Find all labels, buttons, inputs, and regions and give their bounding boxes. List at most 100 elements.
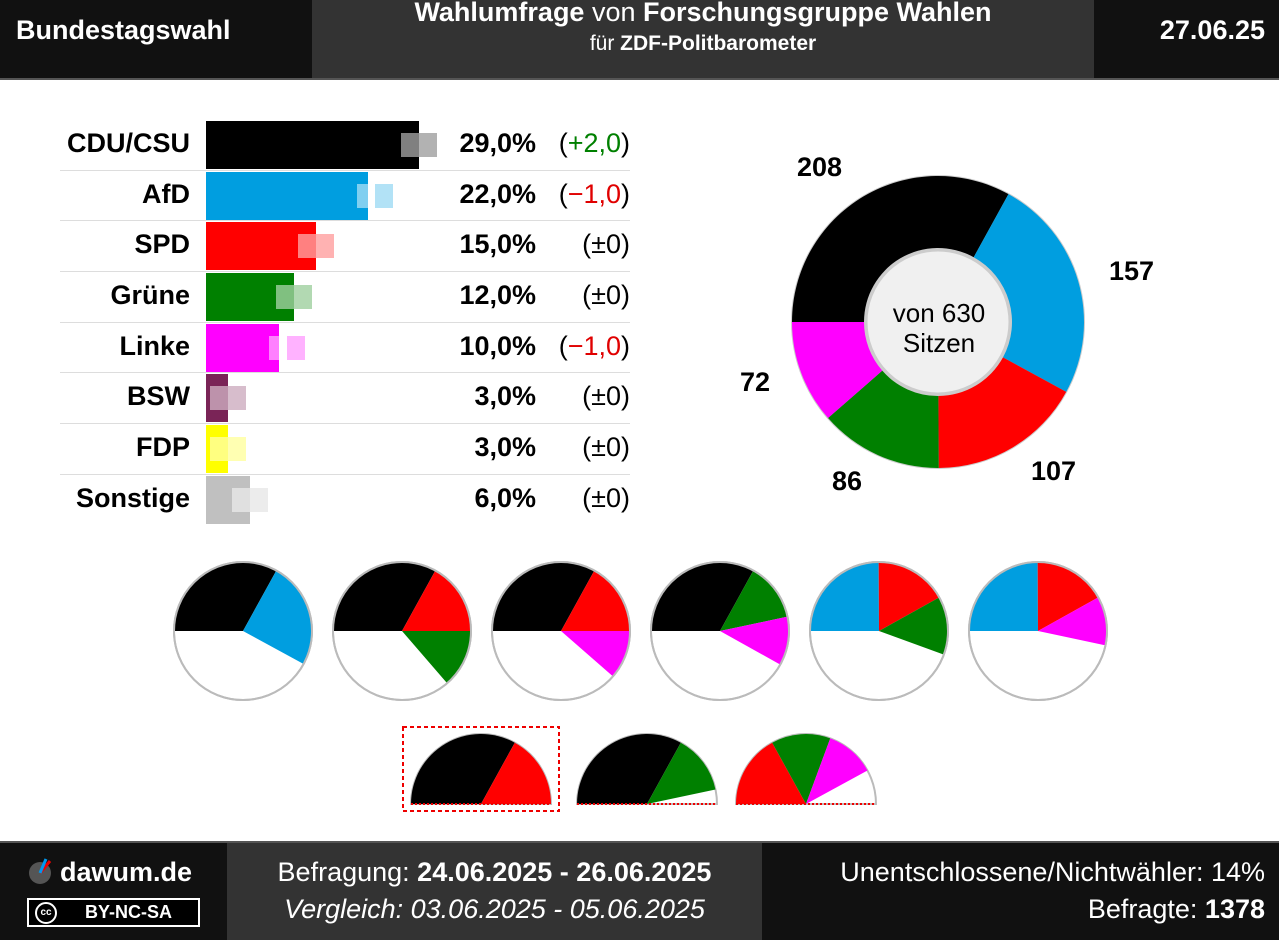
value-label: 3,0%: [474, 381, 536, 412]
coalition-slice: [647, 742, 716, 804]
seat-label-cdu: 208: [797, 152, 843, 182]
survey-period: Befragung: 24.06.2025 - 26.06.2025 Vergl…: [227, 843, 762, 940]
subtitle-prefix: für: [589, 32, 615, 55]
previous-value-marker: [286, 335, 305, 360]
poll-title-line: Wahlumfrage von Forschungsgruppe Wahlen: [312, 0, 1094, 28]
coalition-slice: [810, 562, 879, 631]
poll-label: Wahlumfrage: [414, 0, 585, 27]
coalition-slice: [492, 562, 595, 631]
survey-stats: Unentschlossene/Nichtwähler: 14% Befragt…: [762, 843, 1279, 940]
client-name: ZDF-Politbarometer: [620, 32, 817, 55]
previous-value-marker: [210, 437, 229, 462]
value-label: 15,0%: [459, 229, 536, 260]
respondents-count: 1378: [1204, 894, 1265, 924]
bar: [206, 171, 368, 220]
coalition-slice: [402, 631, 471, 684]
previous-value-marker: [276, 285, 295, 310]
dawum-logo-icon: [29, 858, 52, 884]
license-badge[interactable]: cc BY-NC-SA: [27, 898, 200, 927]
coalition-slice: [720, 570, 788, 631]
coalition-slice: [411, 734, 515, 804]
value-label: 6,0%: [474, 482, 536, 513]
coalition-slice: [736, 742, 806, 804]
coalition-pie: [650, 561, 790, 701]
survey-line: Befragung: 24.06.2025 - 26.06.2025: [227, 857, 762, 888]
party-label: CDU/CSU: [66, 128, 190, 158]
coalition-pie: [332, 561, 472, 701]
change-label: (±0): [582, 280, 630, 311]
coalition-slice: [333, 562, 436, 631]
poll-subtitle: für ZDF-Politbarometer: [312, 32, 1094, 56]
coalition-slice: [806, 738, 868, 804]
license-text: BY-NC-SA: [85, 902, 173, 922]
respondents-label: Befragte:: [1087, 894, 1198, 924]
coalition-halfpie: [402, 726, 560, 812]
value-label: 3,0%: [474, 432, 536, 463]
previous-value-marker: [228, 386, 247, 411]
bar-row: FDP 3,0% (±0): [60, 424, 630, 475]
coalition-slice: [1038, 597, 1107, 646]
site-logo[interactable]: dawum.de: [28, 857, 192, 888]
coalition-halfpie: [575, 733, 719, 805]
coalition-pie: [968, 561, 1108, 701]
party-label: Sonstige: [75, 482, 190, 513]
previous-value-marker: [232, 487, 251, 512]
value-label: 22,0%: [459, 178, 536, 209]
change-label: (±0): [582, 432, 630, 463]
coalition-slice: [481, 742, 551, 804]
site-name: dawum.de: [60, 857, 193, 887]
seat-label-afd: 157: [1109, 256, 1155, 286]
party-label: Grüne: [110, 280, 190, 311]
coalition-pie: [809, 561, 949, 701]
previous-value-marker: [419, 133, 437, 157]
party-label: BSW: [127, 381, 190, 412]
compare-period: Vergleich: 03.06.2025 - 05.06.2025: [284, 894, 705, 924]
value-label: 10,0%: [459, 330, 536, 361]
bar-row: SPD 15,0% (±0): [60, 221, 630, 273]
change-label: (−1,0): [558, 330, 630, 361]
header: Bundestagswahl Wahlumfrage von Forschung…: [0, 0, 1279, 80]
coalition-slice: [772, 734, 831, 804]
coalition-slice: [243, 570, 312, 664]
bar: [206, 121, 419, 169]
seat-label-spd: 107: [1031, 456, 1077, 486]
coalition-pie: [173, 561, 313, 701]
bar-row: CDU/CSU 29,0% (+2,0): [60, 120, 630, 171]
majority-highlight: [402, 726, 560, 812]
change-label: (−1,0): [558, 178, 630, 209]
previous-value-marker: [294, 285, 313, 310]
donut-slice: [792, 175, 1009, 322]
bar-row: BSW 3,0% (±0): [60, 373, 630, 425]
previous-value-marker: [268, 335, 287, 360]
bar-row: Linke 10,0% (−1,0): [60, 323, 630, 374]
bar-row: AfD 22,0% (−1,0): [60, 171, 630, 222]
party-label: Linke: [119, 330, 190, 361]
previous-value-marker: [210, 386, 229, 411]
change-label: (+2,0): [558, 128, 630, 158]
coalition-pie: [491, 561, 631, 701]
footer: dawum.de cc BY-NC-SA Befragung: 24.06.20…: [0, 841, 1279, 940]
survey-label: Befragung:: [277, 857, 410, 887]
seat-label-gruene: 86: [832, 466, 863, 496]
bar-row: Grüne 12,0% (±0): [60, 272, 630, 323]
previous-value-marker: [356, 183, 375, 208]
donut-slice: [792, 322, 883, 419]
poll-title: Wahlumfrage von Forschungsgruppe Wahlen …: [312, 0, 1094, 78]
coalition-halfpie: [734, 733, 878, 805]
party-label: SPD: [134, 229, 190, 260]
poll-date: 27.06.25: [1094, 0, 1279, 78]
bar: [206, 222, 317, 271]
donut-slice: [828, 370, 939, 469]
footer-brand: dawum.de cc BY-NC-SA: [0, 843, 227, 940]
previous-value-marker: [316, 234, 335, 259]
party-label: AfD: [142, 178, 190, 209]
change-label: (±0): [582, 381, 630, 412]
donut-center-label: von 630 Sitzen: [868, 298, 1010, 358]
pollster-name: Forschungsgruppe Wahlen: [643, 0, 992, 27]
previous-value-marker: [401, 133, 419, 157]
donut-hole: [864, 248, 1012, 396]
previous-value-marker: [250, 487, 269, 512]
coalition-slice: [879, 597, 948, 655]
coalition-slice: [969, 562, 1038, 631]
donut-slice: [973, 194, 1084, 392]
